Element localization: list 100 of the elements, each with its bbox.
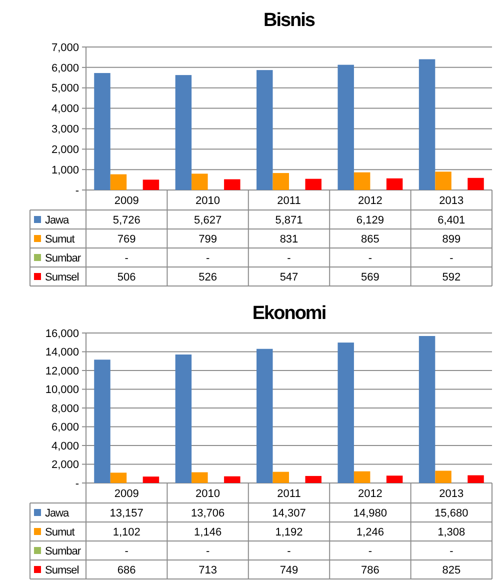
legend-label: Sumut (45, 233, 75, 246)
data-label: 1,308 (438, 526, 466, 538)
data-label: 713 (198, 564, 217, 576)
data-label: - (368, 545, 372, 558)
bar (305, 178, 322, 190)
bar (354, 172, 370, 190)
bar (256, 348, 273, 483)
data-label: 899 (442, 233, 461, 246)
legend-label: Jawa (45, 507, 70, 520)
bar (386, 476, 403, 483)
data-label: 831 (280, 233, 298, 246)
data-label: - (450, 252, 454, 264)
data-label: 13,706 (190, 507, 225, 520)
x-tick-label: 2011 (277, 488, 301, 500)
x-tick-label: 2009 (114, 488, 139, 500)
chart-title: Ekonomi (252, 303, 326, 324)
bar (354, 471, 370, 483)
legend-label: Sumut (45, 526, 75, 538)
data-label: 5,627 (194, 214, 222, 226)
data-label: 6,401 (438, 214, 466, 226)
data-label: 786 (361, 564, 380, 576)
bar (418, 336, 436, 483)
bar (175, 75, 192, 190)
data-label: 14,307 (272, 507, 306, 520)
x-tick-label: 2009 (114, 194, 139, 207)
y-tick-label: 4,000 (51, 440, 79, 452)
data-label: 686 (117, 564, 136, 576)
y-tick-label: 8,000 (51, 402, 79, 415)
legend-label: Jawa (45, 214, 70, 226)
data-label: 865 (361, 233, 380, 246)
y-tick-label: 3,000 (51, 124, 79, 136)
bar (272, 173, 289, 190)
x-tick-label: 2012 (358, 194, 382, 207)
data-label: - (206, 252, 210, 264)
data-label: - (287, 545, 292, 558)
y-tick-label: 5,000 (51, 82, 79, 95)
data-label: 506 (117, 271, 136, 284)
data-label: 825 (442, 564, 461, 576)
y-tick-label: 1,000 (51, 164, 79, 176)
bar (468, 475, 484, 483)
chart-title: Bisnis (263, 10, 315, 31)
bar (386, 178, 403, 190)
legend-label: Sumbar (45, 545, 82, 558)
bar (468, 178, 484, 190)
data-label: 15,680 (434, 507, 468, 520)
x-tick-label: 2013 (439, 488, 464, 500)
y-tick-label: - (75, 184, 80, 197)
data-label: - (287, 252, 292, 264)
bar (435, 470, 452, 483)
bar (94, 73, 110, 190)
data-label: 13,157 (110, 507, 144, 520)
y-tick-label: 14,000 (45, 346, 79, 359)
bar (192, 472, 208, 483)
bar (110, 472, 127, 483)
data-label: - (124, 545, 129, 558)
y-tick-label: 2,000 (51, 144, 79, 156)
y-tick-label: - (75, 478, 80, 490)
legend-label: Sumsel (45, 271, 79, 284)
bar (224, 476, 240, 483)
y-tick-label: 16,000 (45, 328, 79, 340)
bar (418, 59, 436, 190)
data-label: 5,726 (112, 214, 140, 226)
bar (142, 476, 160, 483)
y-tick-label: 10,000 (45, 384, 79, 396)
data-label: 1,246 (356, 526, 384, 538)
data-label: 1,146 (194, 526, 222, 538)
data-label: 569 (361, 271, 380, 284)
data-label: 749 (280, 564, 298, 576)
data-label: 5,871 (275, 214, 303, 226)
data-label: 14,980 (353, 507, 388, 520)
data-label: 6,129 (356, 214, 384, 226)
bar (94, 360, 110, 483)
x-tick-label: 2013 (439, 194, 464, 207)
bar (338, 64, 354, 190)
x-tick-label: 2012 (358, 488, 382, 500)
data-label: 799 (198, 233, 217, 246)
x-tick-label: 2010 (196, 194, 220, 207)
data-label: - (124, 252, 129, 264)
bar (192, 174, 208, 190)
data-label: - (206, 545, 210, 558)
y-tick-label: 6,000 (51, 62, 79, 74)
bar (256, 70, 273, 190)
y-tick-label: 6,000 (51, 422, 79, 434)
data-label: 1,192 (275, 526, 303, 538)
bar (435, 172, 452, 190)
bar (272, 472, 289, 483)
x-tick-label: 2011 (277, 194, 301, 207)
data-label: 1,102 (112, 526, 140, 538)
y-tick-label: 12,000 (45, 365, 79, 378)
data-label: - (368, 252, 372, 264)
bar (338, 342, 354, 483)
data-label: - (450, 545, 454, 558)
data-label: 592 (442, 271, 461, 284)
bar (224, 179, 240, 190)
bar (110, 174, 127, 190)
x-tick-label: 2010 (196, 488, 220, 500)
y-tick-label: 2,000 (51, 459, 79, 472)
legend-label: Sumsel (45, 564, 79, 576)
bar (305, 476, 322, 483)
data-label: 547 (280, 271, 298, 284)
